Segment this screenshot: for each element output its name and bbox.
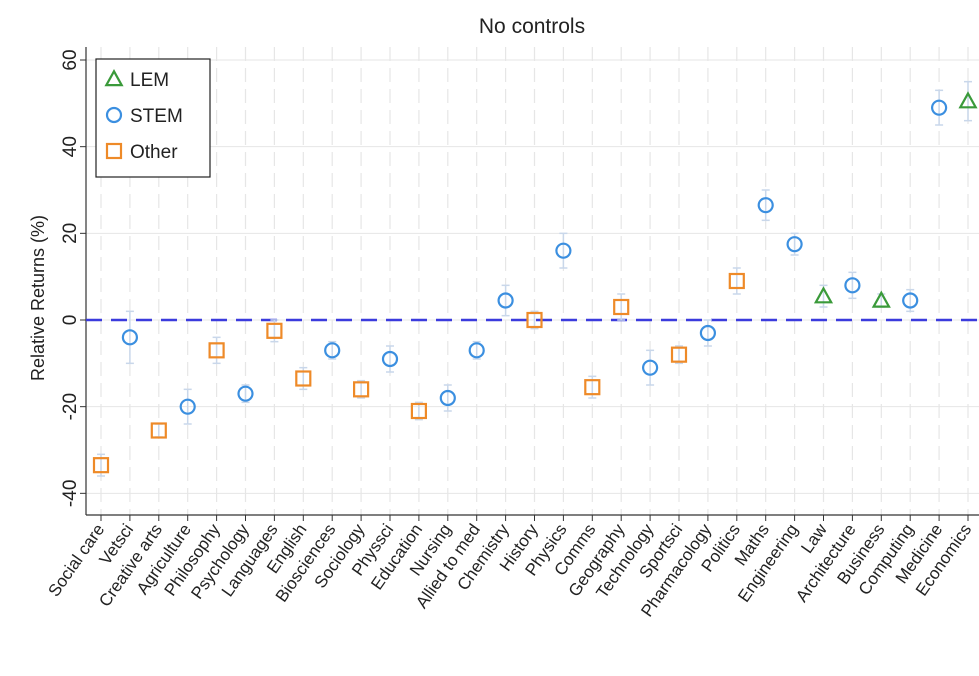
stem-marker <box>468 342 485 359</box>
stem-marker <box>439 389 456 407</box>
y-tick-labels: -40 -20 0 20 40 60 <box>60 49 81 507</box>
stem-marker <box>844 277 861 294</box>
other-marker <box>526 311 543 329</box>
y-tick-label: -40 <box>60 480 81 507</box>
gridlines <box>86 47 979 515</box>
other-marker <box>353 381 370 398</box>
y-tick-label: 20 <box>60 223 81 244</box>
stem-marker <box>179 398 196 415</box>
y-tick-label: 60 <box>60 49 81 70</box>
legend-label: LEM <box>130 70 169 91</box>
stem-marker <box>324 342 341 359</box>
other-marker <box>266 322 283 339</box>
other-marker <box>410 402 427 420</box>
y-tick-label: 40 <box>60 136 81 157</box>
stem-marker <box>902 292 919 309</box>
chart-title: No controls <box>479 15 585 38</box>
lem-marker <box>871 290 891 308</box>
other-marker <box>295 370 312 387</box>
stem-marker <box>699 324 717 342</box>
stem-marker <box>786 236 803 253</box>
y-tick-label: 0 <box>60 315 81 326</box>
other-marker <box>208 342 225 359</box>
axes <box>80 47 979 521</box>
stem-marker <box>930 99 948 116</box>
stem-marker <box>757 197 774 214</box>
other-marker <box>150 422 167 439</box>
y-tick-label: -20 <box>60 393 81 420</box>
legend-entry-lem: LEM <box>104 69 169 91</box>
other-marker <box>613 298 630 316</box>
stem-marker <box>641 359 659 376</box>
stem-marker <box>555 242 572 259</box>
stem-marker <box>497 292 514 309</box>
other-marker <box>105 142 123 160</box>
legend-entry-stem: STEM <box>105 106 183 127</box>
other-marker <box>670 346 688 363</box>
y-axis-label: Relative Returns (%) <box>28 215 48 381</box>
stem-marker <box>381 350 399 368</box>
stem-marker <box>121 329 138 346</box>
legend-entry-other: Other <box>105 142 178 163</box>
stem-marker <box>105 106 123 124</box>
lem-marker <box>813 286 834 304</box>
stem-marker <box>237 385 254 402</box>
lem-marker <box>104 69 124 87</box>
legend: LEM STEM Other <box>95 58 211 178</box>
other-marker <box>728 272 745 290</box>
legend-label: Other <box>130 142 178 163</box>
legend-label: STEM <box>130 106 183 127</box>
other-marker <box>92 457 110 474</box>
lem-marker <box>958 91 978 109</box>
other-marker <box>584 379 601 396</box>
data-markers <box>92 91 978 474</box>
